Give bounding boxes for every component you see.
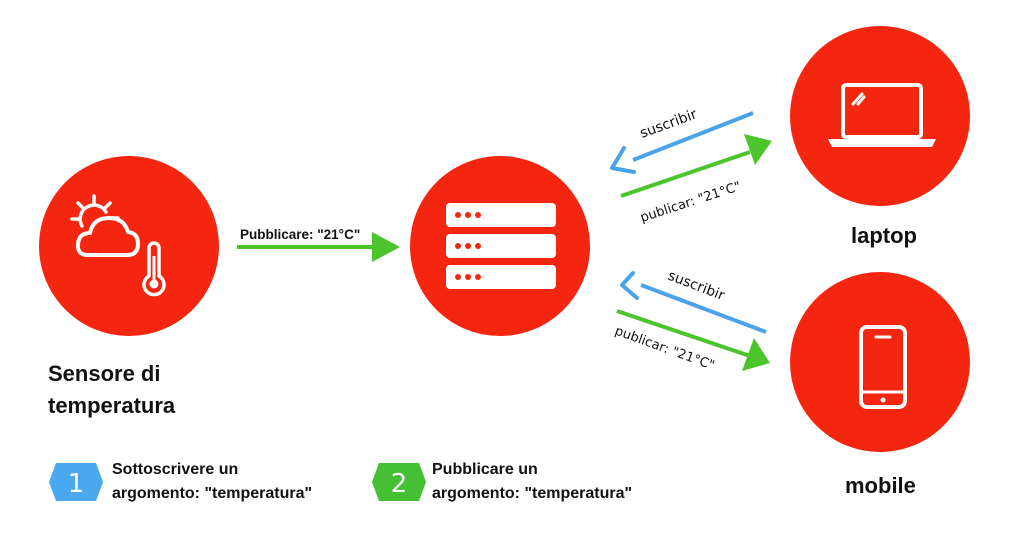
mobile-publish-label: publicar: "21°C" xyxy=(613,324,717,374)
mobile-node xyxy=(790,272,970,452)
laptop-label: laptop xyxy=(851,223,917,248)
legend-item-1-line1: Sottoscrivere un xyxy=(112,461,239,478)
legend-item-2-text: Pubblicare un argomento: "temperatura" xyxy=(432,458,632,506)
server-icon xyxy=(446,203,556,289)
legend-item-1-line2: argomento: "temperatura" xyxy=(112,485,313,502)
legend-number-2: 2 xyxy=(391,469,408,499)
legend-item-2-line1: Pubblicare un xyxy=(432,461,538,478)
sensor-node xyxy=(39,156,219,336)
subscribe-arrow-mobile xyxy=(620,271,767,334)
subscribe-arrow-laptop xyxy=(610,111,754,174)
legend-item-2-line2: argomento: "temperatura" xyxy=(432,485,633,502)
sensor-label-line1: Sensore di xyxy=(48,361,161,386)
broker-node xyxy=(410,156,590,336)
publish-arrow-laptop xyxy=(620,134,772,198)
laptop-icon xyxy=(828,83,936,147)
legend-item-1-text: Sottoscrivere un argomento: "temperatura… xyxy=(112,458,312,506)
publish-arrow-sensor-to-broker xyxy=(237,232,400,262)
laptop-node xyxy=(790,26,970,206)
smartphone-icon xyxy=(859,325,907,409)
sensor-publish-label: Pubblicare: "21°C" xyxy=(240,227,360,242)
weather-thermometer-icon xyxy=(70,194,166,297)
publish-arrow-mobile xyxy=(616,309,770,371)
mobile-label: mobile xyxy=(845,473,916,498)
legend-number-1: 1 xyxy=(68,469,85,499)
sensor-label-line2: temperatura xyxy=(48,393,176,418)
legend-badge-2: 2 xyxy=(372,463,426,501)
legend-badge-1: 1 xyxy=(49,463,103,501)
sensor-label: Sensore di temperatura xyxy=(48,358,175,422)
